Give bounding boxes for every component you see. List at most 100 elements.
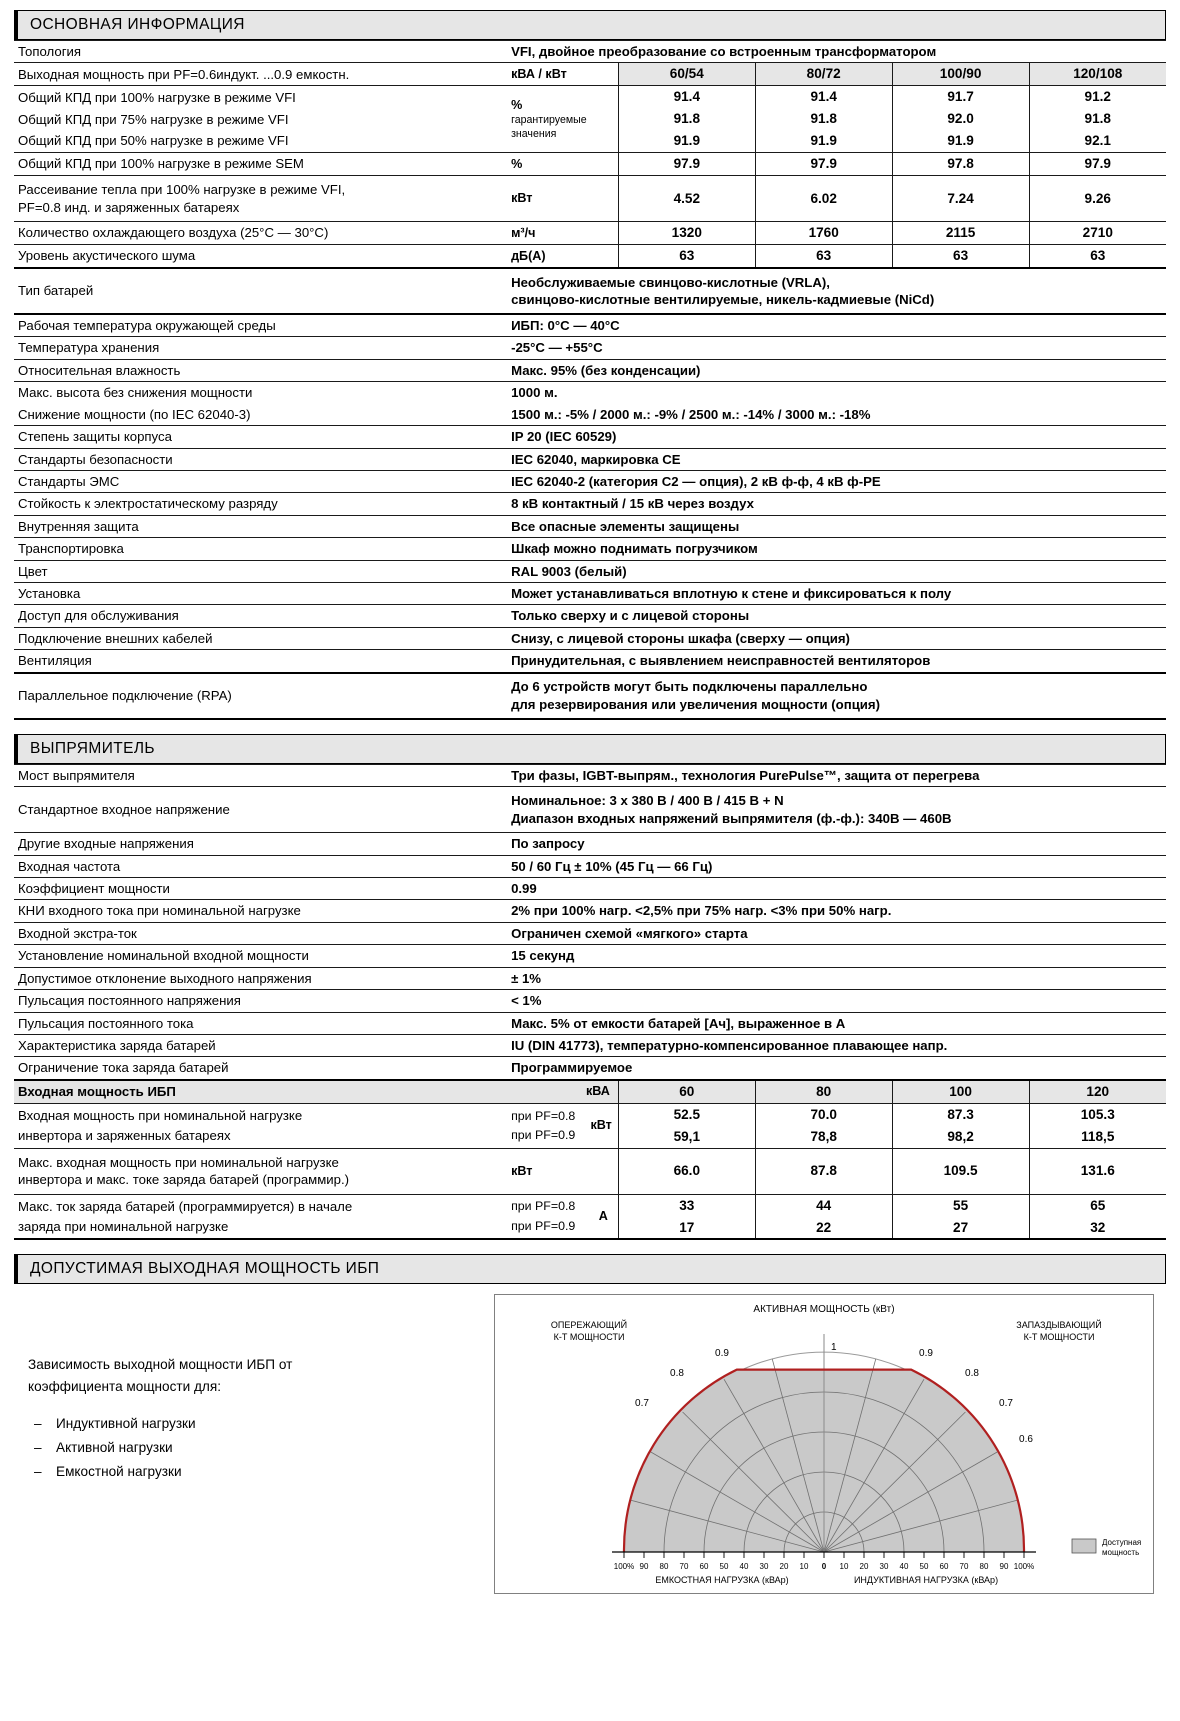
cell-value: 6.02 — [754, 175, 893, 222]
table-row-storage-temp: Температура хранения -25°С — +55°С — [14, 336, 1166, 360]
row-label: Стандарты ЭМС — [14, 469, 508, 493]
row-value-line2: для резервирования или увеличения мощнос… — [511, 696, 881, 712]
row-label: Входной экстра-ток — [14, 921, 508, 945]
xtick-left-3: 70 — [680, 1562, 689, 1571]
leading-pf-label-line2: К-Т МОЩНОСТИ — [554, 1332, 625, 1342]
row-label: Топология — [14, 39, 508, 63]
row-value-line2: Диапазон входных напряжений выпрямителя … — [511, 810, 952, 826]
section-spacer — [14, 720, 1166, 734]
legend-label-line1: Доступная — [1102, 1538, 1141, 1547]
row-unit: кВт — [590, 1117, 612, 1132]
cell-value: 70.0 — [754, 1102, 893, 1126]
row-label: Ограничение тока заряда батарей — [14, 1056, 508, 1080]
row-value: IEC 62040, маркировка CE — [507, 447, 1166, 471]
cell-value: 1320 — [617, 221, 756, 245]
row-value: 8 кВ контактный / 15 кВ через воздух — [507, 492, 1166, 516]
row-pf-label: при PF=0.9 кВт — [511, 1117, 612, 1143]
model-header-0: 60 — [617, 1078, 756, 1104]
unit-note-2: значения — [511, 127, 557, 140]
cell-value: 91.9 — [754, 130, 893, 153]
cell-value: 65 — [1028, 1193, 1166, 1217]
table-row-ventilation: Вентиляция Принудительная, с выявлением … — [14, 649, 1166, 673]
legend-label-line2: мощность — [1102, 1548, 1139, 1557]
row-value: Все опасные элементы защищены — [507, 514, 1166, 538]
table-row-battery-type: Тип батарей Необслуживаемые свинцово-кис… — [14, 266, 1166, 314]
row-label: Рассеивание тепла при 100% нагрузке в ре… — [14, 175, 508, 222]
list-item-label: Активной нагрузки — [56, 1439, 173, 1455]
row-label: Установление номинальной входной мощност… — [14, 944, 508, 968]
dash-marker: – — [34, 1439, 42, 1455]
row-value: VFI, двойное преобразование со встроенны… — [507, 39, 1166, 63]
list-item-label: Емкостной нагрузки — [56, 1463, 182, 1479]
cell-value: 91.2 — [1028, 85, 1166, 109]
table-row-operating-temp: Рабочая температура окружающей среды ИБП… — [14, 312, 1166, 337]
cell-value: 91.4 — [754, 85, 893, 109]
cell-value: 91.4 — [617, 85, 756, 109]
row-value: -25°С — +55°С — [507, 336, 1166, 360]
table-row-charge-current-pf08: Макс. ток заряда батарей (программируетс… — [14, 1193, 1166, 1217]
xtick-left-1: 90 — [640, 1562, 649, 1571]
table-row-efficiency-75: Общий КПД при 75% нагрузке в режиме VFI … — [14, 108, 1166, 131]
row-value: 1000 м. — [507, 381, 1166, 404]
row-label: Допустимое отклонение выходного напряжен… — [14, 966, 508, 990]
row-unit-efficiency: % гарантируемые значения — [507, 85, 619, 153]
table-row-input-voltage: Стандартное входное напряжение Номинальн… — [14, 786, 1166, 833]
cell-value: 92.1 — [1028, 130, 1166, 153]
model-header-1: 80/72 — [754, 62, 893, 86]
table-row-internal-protection: Внутренняя защита Все опасные элементы з… — [14, 514, 1166, 538]
row-label: Уровень акустического шума — [14, 244, 508, 268]
cell-value: 63 — [891, 244, 1030, 268]
cell-value: 92.0 — [891, 108, 1030, 131]
cell-value: 98,2 — [891, 1125, 1030, 1149]
cell-value: 63 — [1028, 244, 1166, 268]
row-label-line1: Макс. входная мощность при номинальной н… — [18, 1154, 339, 1170]
row-label: Выходная мощность при PF=0.6индукт. ...0… — [14, 62, 508, 86]
model-header-3: 120 — [1028, 1078, 1166, 1104]
row-value: Необслуживаемые свинцово-кислотные (VRLA… — [507, 266, 1166, 314]
cell-value: 52.5 — [617, 1102, 756, 1126]
cell-value: 1760 — [754, 221, 893, 245]
list-item: – Емкостной нагрузки — [34, 1461, 494, 1482]
row-label: Доступ для обслуживания — [14, 604, 508, 628]
general-table: Топология VFI, двойное преобразование со… — [14, 39, 1166, 720]
table-row-max-altitude: Макс. высота без снижения мощности 1000 … — [14, 381, 1166, 404]
table-row-charge-characteristic: Характеристика заряда батарей IU (DIN 41… — [14, 1033, 1166, 1057]
cell-value: 32 — [1028, 1216, 1166, 1241]
legend-swatch — [1071, 1539, 1097, 1554]
row-value: 0.99 — [507, 876, 1166, 900]
row-label: Коэффициент мощности — [14, 876, 508, 900]
row-value: RAL 9003 (белый) — [507, 559, 1166, 583]
row-value: Шкаф можно поднимать погрузчиком — [507, 537, 1166, 561]
row-value: ± 1% — [507, 966, 1166, 990]
section-header-output: ДОПУСТИМАЯ ВЫХОДНАЯ МОЩНОСТЬ ИБП — [14, 1254, 1166, 1285]
table-row-emc-standards: Стандарты ЭМС IEC 62040-2 (категория С2 … — [14, 469, 1166, 493]
table-row-derating: Снижение мощности (по IEC 62040-3) 1500 … — [14, 404, 1166, 426]
row-pf-label: при PF=0.8 — [507, 1102, 619, 1126]
xtick-right-1: 20 — [860, 1562, 869, 1571]
row-value-line1: До 6 устройств могут быть подключены пар… — [511, 679, 868, 695]
row-label-line2: инвертора и макс. токе заряда батарей (п… — [18, 1172, 350, 1188]
row-pf-label: при PF=0.9 А — [507, 1209, 619, 1241]
table-row-charge-current-pf09: заряда при номинальной нагрузке при PF=0… — [14, 1209, 1166, 1241]
table-row-cable-entry: Подключение внешних кабелей Снизу, с лиц… — [14, 626, 1166, 650]
xtick-right-7: 80 — [980, 1562, 989, 1571]
row-label: Параллельное подключение (RPA) — [14, 671, 508, 720]
table-row-ip-rating: Степень защиты корпуса IP 20 (IEC 60529) — [14, 425, 1166, 449]
xtick-left-0: 100% — [614, 1562, 634, 1571]
chart-intro: Зависимость выходной мощности ИБП от коэ… — [28, 1354, 494, 1396]
table-row-dc-current-ripple: Пульсация постоянного тока Макс. 5% от е… — [14, 1011, 1166, 1035]
row-unit: кВт — [507, 175, 619, 222]
row-label: Общий КПД при 50% нагрузке в режиме VFI — [18, 133, 289, 149]
xtick-center: 0 — [822, 1562, 827, 1571]
cell-value: 91.8 — [617, 108, 756, 131]
row-value: Номинальное: 3 х 380 В / 400 В / 415 В +… — [507, 786, 1166, 833]
list-item: – Индуктивной нагрузки — [34, 1413, 494, 1434]
list-item-label: Индуктивной нагрузки — [56, 1415, 196, 1431]
row-label: Входная мощность ИБП — [14, 1078, 508, 1104]
xaxis-label-capacitive: ЕМКОСТНАЯ НАГРУЗКА (кВАр) — [655, 1575, 788, 1585]
row-label: Пульсация постоянного тока — [14, 1011, 508, 1035]
cell-value: 44 — [754, 1193, 893, 1217]
section-header-general: ОСНОВНАЯ ИНФОРМАЦИЯ — [14, 10, 1166, 40]
row-label: Транспортировка — [14, 537, 508, 561]
row-label: Мост выпрямителя — [14, 763, 508, 787]
